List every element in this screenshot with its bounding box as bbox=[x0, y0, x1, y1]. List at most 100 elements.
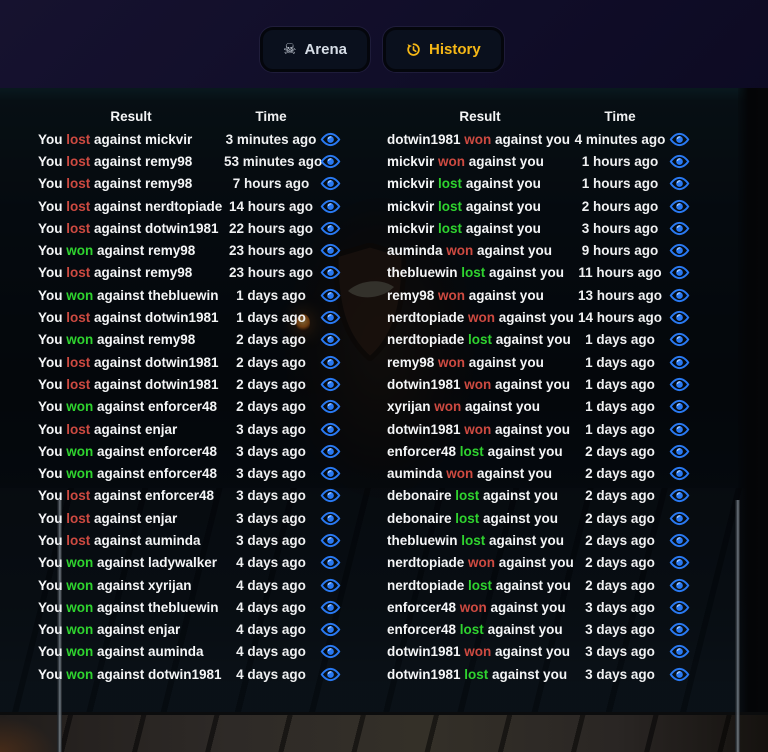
view-battle-button[interactable] bbox=[318, 265, 342, 280]
battle-result-text: You lost against enforcer48 bbox=[38, 488, 215, 504]
battle-result-text: You lost against dotwin1981 bbox=[38, 220, 219, 236]
view-battle-button[interactable] bbox=[318, 533, 342, 548]
view-battle-button[interactable] bbox=[318, 555, 342, 570]
battle-time: 2 days ago bbox=[585, 443, 655, 459]
view-battle-button[interactable] bbox=[667, 132, 691, 147]
view-battle-button[interactable] bbox=[318, 310, 342, 325]
battle-time: 4 days ago bbox=[236, 577, 306, 593]
outcome-word: lost bbox=[66, 131, 91, 147]
view-battle-button[interactable] bbox=[318, 221, 342, 236]
view-battle-button[interactable] bbox=[667, 355, 691, 370]
view-battle-button[interactable] bbox=[318, 399, 342, 414]
battle-row: You lost against dotwin1981 2 days ago bbox=[38, 373, 342, 395]
view-battle-button[interactable] bbox=[667, 488, 691, 503]
battle-result-text: nerdtopiade won against you bbox=[387, 310, 573, 326]
view-battle-button[interactable] bbox=[667, 422, 691, 437]
eye-icon bbox=[669, 243, 689, 258]
eye-icon bbox=[320, 533, 340, 548]
table-header-row: Result Time bbox=[38, 104, 342, 128]
eye-icon bbox=[320, 288, 340, 302]
battle-time: 3 hours ago bbox=[581, 220, 659, 236]
clock-history-icon bbox=[406, 42, 421, 57]
battle-row: dotwin1981 won against you 3 days ago bbox=[387, 641, 691, 663]
battle-time: 3 days ago bbox=[236, 466, 306, 482]
view-battle-button[interactable] bbox=[667, 667, 691, 682]
view-battle-button[interactable] bbox=[667, 154, 691, 169]
view-battle-button[interactable] bbox=[667, 310, 691, 325]
battle-result-text: enforcer48 won against you bbox=[387, 599, 566, 615]
view-battle-button[interactable] bbox=[667, 622, 691, 637]
eye-icon bbox=[669, 288, 689, 302]
view-battle-button[interactable] bbox=[318, 176, 342, 191]
battle-time: 4 days ago bbox=[236, 622, 306, 638]
battle-time: 22 hours ago bbox=[228, 220, 314, 236]
outcome-word: won bbox=[66, 443, 94, 459]
eye-icon bbox=[669, 333, 689, 347]
view-battle-button[interactable] bbox=[667, 466, 691, 481]
view-battle-button[interactable] bbox=[318, 600, 342, 615]
view-battle-button[interactable] bbox=[667, 533, 691, 548]
outcome-word: lost bbox=[66, 488, 91, 504]
view-battle-button[interactable] bbox=[318, 199, 342, 214]
view-battle-button[interactable] bbox=[318, 422, 342, 437]
view-battle-button[interactable] bbox=[318, 622, 342, 637]
outcome-word: lost bbox=[66, 310, 91, 326]
view-battle-button[interactable] bbox=[318, 511, 342, 526]
view-battle-button[interactable] bbox=[667, 511, 691, 526]
battle-time: 4 days ago bbox=[236, 666, 306, 682]
view-battle-button[interactable] bbox=[667, 265, 691, 280]
tab-arena[interactable]: ☠ Arena bbox=[260, 27, 370, 72]
tab-arena-label: Arena bbox=[304, 41, 347, 58]
view-battle-button[interactable] bbox=[318, 377, 342, 392]
battle-time: 2 hours ago bbox=[581, 198, 659, 214]
view-battle-button[interactable] bbox=[667, 600, 691, 615]
view-battle-button[interactable] bbox=[318, 355, 342, 370]
view-battle-button[interactable] bbox=[318, 154, 342, 169]
battle-row: You lost against enjar 3 days ago bbox=[38, 418, 342, 440]
battle-row: You won against remy98 23 hours ago bbox=[38, 239, 342, 261]
view-battle-button[interactable] bbox=[318, 644, 342, 659]
battle-result-text: You won against thebluewin bbox=[38, 287, 219, 303]
view-battle-button[interactable] bbox=[667, 444, 691, 459]
eye-icon bbox=[320, 355, 340, 369]
view-battle-button[interactable] bbox=[667, 555, 691, 570]
view-battle-button[interactable] bbox=[318, 578, 342, 593]
view-battle-button[interactable] bbox=[318, 288, 342, 303]
outcome-word: lost bbox=[66, 354, 91, 370]
right-post bbox=[735, 500, 740, 752]
view-battle-button[interactable] bbox=[667, 399, 691, 414]
battle-time: 11 hours ago bbox=[578, 265, 662, 281]
view-battle-button[interactable] bbox=[318, 667, 342, 682]
view-battle-button[interactable] bbox=[318, 444, 342, 459]
battle-result-text: mickvir lost against you bbox=[387, 220, 541, 236]
eye-icon bbox=[669, 489, 689, 503]
battle-result-text: You won against auminda bbox=[38, 644, 204, 660]
view-battle-button[interactable] bbox=[318, 243, 342, 258]
battle-time: 2 days ago bbox=[585, 510, 655, 526]
battle-row: dotwin1981 lost against you 3 days ago bbox=[387, 663, 691, 685]
view-battle-button[interactable] bbox=[667, 199, 691, 214]
battle-result-text: thebluewin lost against you bbox=[387, 265, 565, 281]
view-battle-button[interactable] bbox=[667, 644, 691, 659]
eye-icon bbox=[669, 154, 689, 169]
eye-icon bbox=[320, 489, 340, 503]
tab-history[interactable]: History bbox=[382, 27, 504, 72]
outcome-word: won bbox=[464, 421, 492, 437]
view-battle-button[interactable] bbox=[667, 176, 691, 191]
view-battle-button[interactable] bbox=[667, 243, 691, 258]
battle-result-text: You won against xyrijan bbox=[38, 577, 192, 593]
view-battle-button[interactable] bbox=[318, 466, 342, 481]
view-battle-button[interactable] bbox=[318, 332, 342, 347]
view-battle-button[interactable] bbox=[667, 332, 691, 347]
view-battle-button[interactable] bbox=[318, 132, 342, 147]
view-battle-button[interactable] bbox=[667, 288, 691, 303]
battle-result-text: You lost against nerdtopiade bbox=[38, 198, 223, 214]
battle-result-text: You won against ladywalker bbox=[38, 555, 218, 571]
view-battle-button[interactable] bbox=[667, 578, 691, 593]
outcome-word: won bbox=[66, 644, 94, 660]
view-battle-button[interactable] bbox=[667, 377, 691, 392]
view-battle-button[interactable] bbox=[667, 221, 691, 236]
battle-time: 1 hours ago bbox=[581, 153, 659, 169]
view-battle-button[interactable] bbox=[318, 488, 342, 503]
eye-icon bbox=[669, 511, 689, 525]
